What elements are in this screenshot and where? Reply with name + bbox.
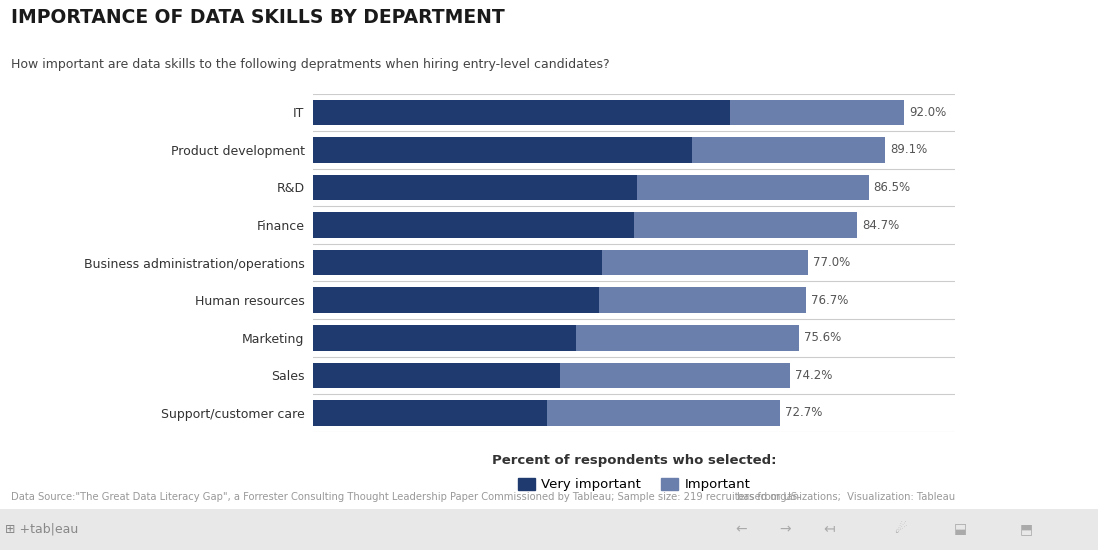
Bar — [313, 100, 730, 125]
Bar — [560, 362, 789, 388]
Text: 77.0%: 77.0% — [813, 256, 850, 269]
Bar — [634, 212, 856, 238]
Bar — [313, 400, 548, 426]
Bar — [313, 288, 598, 313]
Text: 86.5%: 86.5% — [874, 181, 911, 194]
Text: Percent of respondents who selected:: Percent of respondents who selected: — [492, 454, 776, 467]
Text: 72.7%: 72.7% — [785, 406, 822, 420]
Legend: Very important, Important: Very important, Important — [513, 472, 755, 497]
Bar — [313, 362, 560, 388]
Text: ⬓: ⬓ — [954, 522, 967, 536]
Bar — [602, 250, 807, 276]
Bar — [313, 250, 602, 276]
Text: ↤: ↤ — [824, 522, 834, 536]
Bar — [692, 137, 885, 163]
Text: 75.6%: 75.6% — [804, 331, 841, 344]
Text: 89.1%: 89.1% — [890, 144, 928, 156]
Text: ⊞ +tab|eau: ⊞ +tab|eau — [5, 523, 79, 536]
Text: ←: ← — [736, 522, 747, 536]
Text: Data Source:"The Great Data Literacy Gap", a Forrester Consulting Thought Leader: Data Source:"The Great Data Literacy Gap… — [11, 492, 800, 502]
Bar — [313, 175, 637, 200]
Text: 92.0%: 92.0% — [909, 106, 946, 119]
Bar — [313, 137, 692, 163]
Bar — [730, 100, 904, 125]
Text: How important are data skills to the following depratments when hiring entry-lev: How important are data skills to the fol… — [11, 58, 609, 71]
Text: 74.2%: 74.2% — [795, 369, 832, 382]
Text: →: → — [780, 522, 791, 536]
Text: based organizations;  Visualization: Tableau: based organizations; Visualization: Tabl… — [737, 492, 955, 502]
Bar — [576, 325, 798, 350]
Text: ⬒: ⬒ — [1020, 522, 1033, 536]
Text: ☄: ☄ — [894, 522, 907, 536]
Bar — [598, 288, 806, 313]
Text: 84.7%: 84.7% — [862, 218, 899, 232]
Text: 76.7%: 76.7% — [810, 294, 848, 307]
Bar — [313, 325, 576, 350]
Bar — [637, 175, 869, 200]
Text: IMPORTANCE OF DATA SKILLS BY DEPARTMENT: IMPORTANCE OF DATA SKILLS BY DEPARTMENT — [11, 8, 505, 28]
Bar — [313, 212, 634, 238]
Bar — [548, 400, 780, 426]
